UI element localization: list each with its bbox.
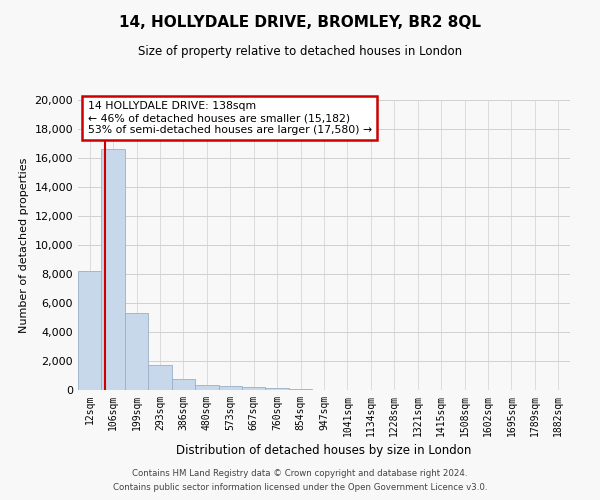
Bar <box>148 364 172 390</box>
Bar <box>218 386 242 390</box>
Y-axis label: Number of detached properties: Number of detached properties <box>19 158 29 332</box>
Bar <box>265 388 289 390</box>
Text: 14 HOLLYDALE DRIVE: 138sqm
← 46% of detached houses are smaller (15,182)
53% of : 14 HOLLYDALE DRIVE: 138sqm ← 46% of deta… <box>88 102 372 134</box>
Text: 14, HOLLYDALE DRIVE, BROMLEY, BR2 8QL: 14, HOLLYDALE DRIVE, BROMLEY, BR2 8QL <box>119 15 481 30</box>
Bar <box>242 387 265 390</box>
Bar <box>289 389 312 390</box>
Bar <box>172 379 195 390</box>
X-axis label: Distribution of detached houses by size in London: Distribution of detached houses by size … <box>176 444 472 458</box>
Text: Contains HM Land Registry data © Crown copyright and database right 2024.: Contains HM Land Registry data © Crown c… <box>132 468 468 477</box>
Bar <box>78 271 101 390</box>
Text: Contains public sector information licensed under the Open Government Licence v3: Contains public sector information licen… <box>113 484 487 492</box>
Text: Size of property relative to detached houses in London: Size of property relative to detached ho… <box>138 45 462 58</box>
Bar <box>101 150 125 390</box>
Bar <box>195 385 218 390</box>
Bar <box>125 313 148 390</box>
